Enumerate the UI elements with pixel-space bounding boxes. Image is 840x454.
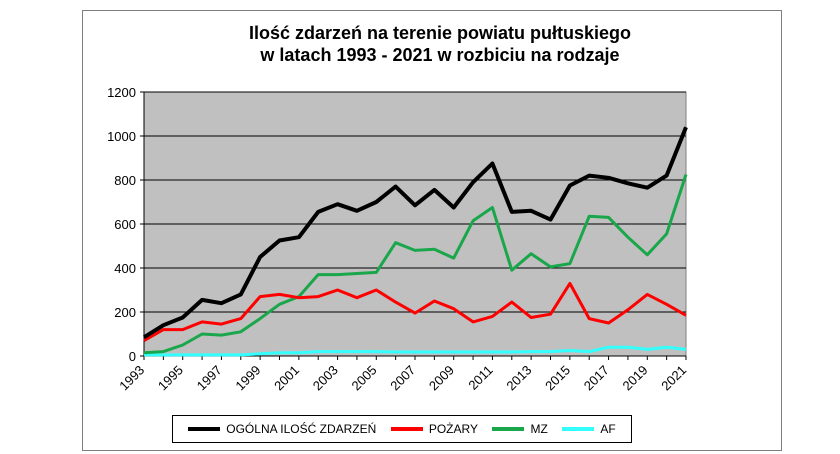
legend-item: OGÓLNA ILOŚĆ ZDARZEŃ (188, 422, 376, 436)
y-tick-label: 600 (114, 217, 136, 232)
x-tick-label: 1993 (116, 362, 147, 393)
series-line-1 (142, 126, 688, 339)
legend-label: POŻARY (428, 422, 478, 436)
x-tick-label: 2003 (310, 362, 341, 393)
x-tick-label: 2007 (387, 362, 418, 393)
chart-legend: OGÓLNA ILOŚĆ ZDARZEŃ POŻARY MZ AF (172, 415, 632, 443)
y-tick-label: 1000 (107, 129, 136, 144)
x-tick-label: 2013 (503, 362, 534, 393)
chart-title-line-1: Ilość zdarzeń na terenie powiatu pułtusk… (248, 23, 632, 43)
legend-swatch (390, 427, 423, 431)
y-tick-label: 0 (129, 349, 136, 364)
x-tick-label: 2011 (465, 362, 495, 392)
x-tick-label: 2001 (271, 362, 302, 393)
legend-swatch (492, 427, 525, 431)
legend-item: POŻARY (390, 422, 478, 436)
chart-title-line-2: w latach 1993 - 2021 w rozbiciu na rodza… (260, 45, 620, 65)
series-line-4 (144, 345, 687, 357)
series-line-3 (143, 174, 688, 355)
x-tick-label: 1997 (194, 362, 225, 393)
y-tick-label: 1200 (107, 85, 136, 100)
x-tick-label: 2005 (349, 362, 380, 393)
legend-label: AF (600, 422, 616, 436)
x-tick-label: 2019 (620, 362, 651, 393)
x-tick-label: 2017 (581, 362, 612, 393)
legend-label: MZ (530, 422, 548, 436)
x-tick-label: 1999 (232, 362, 263, 393)
x-tick-label: 2021 (658, 362, 689, 393)
legend-label: OGÓLNA ILOŚĆ ZDARZEŃ (226, 422, 377, 436)
y-tick-label: 400 (114, 261, 136, 276)
y-tick-label: 200 (114, 305, 136, 320)
legend-item: MZ (492, 422, 548, 436)
series-line-2 (143, 281, 687, 342)
legend-swatch (562, 427, 595, 431)
chart-title: Ilość zdarzeń na terenie powiatu pułtusk… (0, 22, 840, 66)
legend-swatch (188, 427, 221, 431)
y-tick-label: 800 (114, 173, 136, 188)
x-tick-label: 1995 (155, 362, 186, 393)
x-tick-label: 2015 (542, 362, 573, 393)
legend-item: AF (562, 422, 616, 436)
x-tick-label: 2009 (426, 362, 457, 393)
